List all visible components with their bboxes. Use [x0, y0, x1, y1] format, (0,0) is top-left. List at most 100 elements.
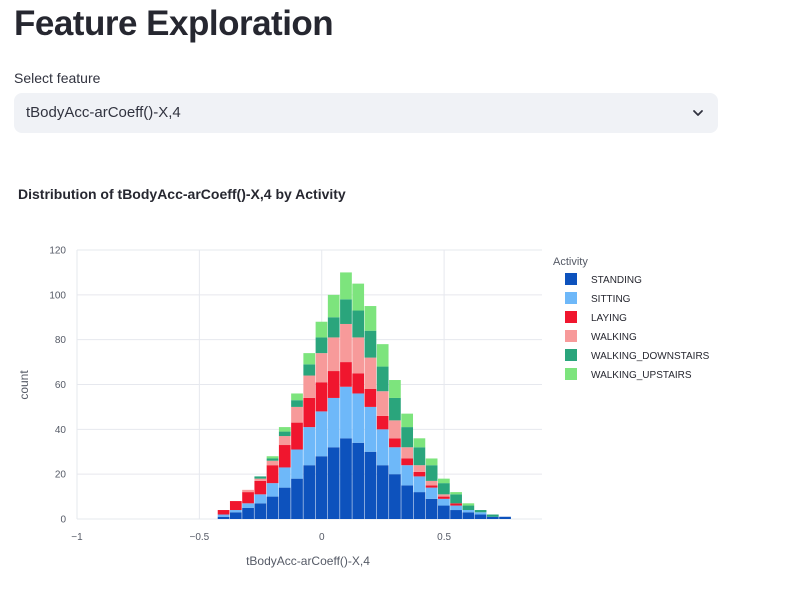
- legend-entry[interactable]: LAYING: [591, 313, 627, 324]
- bar-laying: [364, 388, 377, 407]
- y-tick-label: 120: [49, 246, 66, 257]
- bar-walking-downstairs: [413, 447, 426, 466]
- x-axis-title: tBodyAcc-arCoeff()-X,4: [246, 554, 370, 568]
- bar-walking-upstairs: [437, 478, 450, 484]
- bar-sitting: [327, 397, 340, 448]
- feature-select[interactable]: tBodyAcc-arCoeff()-X,4: [14, 93, 718, 133]
- bar-walking: [352, 337, 365, 374]
- legend-swatch: [565, 368, 577, 380]
- bar-standing: [474, 514, 487, 519]
- bar-walking-upstairs: [340, 272, 352, 300]
- bar-walking: [401, 447, 414, 459]
- bar-walking-downstairs: [291, 400, 303, 407]
- bar-walking-upstairs: [352, 283, 365, 311]
- bar-walking-downstairs: [376, 366, 389, 392]
- bar-sitting: [437, 498, 450, 506]
- legend-swatch: [565, 311, 577, 323]
- bar-sitting: [376, 429, 389, 466]
- bar-standing: [303, 465, 316, 519]
- bar-walking-downstairs: [437, 483, 450, 495]
- bar-laying: [217, 510, 230, 515]
- bar-walking-downstairs: [278, 431, 291, 437]
- bar-laying: [425, 485, 438, 488]
- bar-sitting: [401, 465, 414, 486]
- bar-standing: [229, 512, 242, 519]
- bar-laying: [413, 471, 426, 477]
- bar-walking-upstairs: [291, 393, 303, 401]
- bar-sitting: [315, 411, 328, 457]
- bar-walking-upstairs: [278, 427, 291, 432]
- bar-walking-downstairs: [352, 310, 365, 338]
- bar-standing: [315, 456, 328, 519]
- y-tick-label: 40: [55, 425, 67, 436]
- bar-sitting: [278, 467, 291, 488]
- bar-sitting: [340, 386, 352, 439]
- bar-laying: [450, 503, 462, 506]
- legend-swatch: [565, 273, 577, 285]
- bar-walking-downstairs: [450, 494, 462, 504]
- bar-sitting: [266, 483, 279, 497]
- bar-standing: [499, 516, 511, 519]
- bar-laying: [254, 480, 267, 495]
- bar-laying: [315, 382, 328, 412]
- bar-standing: [327, 447, 340, 519]
- y-tick-label: 60: [55, 380, 67, 391]
- bar-walking: [376, 391, 389, 416]
- bar-walking-downstairs: [266, 458, 279, 461]
- bar-walking-downstairs: [425, 465, 438, 481]
- bar-walking-upstairs: [376, 344, 389, 367]
- bar-standing: [364, 451, 377, 519]
- bar-standing: [242, 507, 254, 519]
- y-tick-label: 0: [60, 515, 66, 526]
- bar-walking-upstairs: [327, 294, 340, 318]
- bar-standing: [486, 516, 499, 519]
- bar-sitting: [425, 487, 438, 499]
- bar-sitting: [474, 512, 487, 515]
- bar-sitting: [291, 449, 303, 479]
- chart-legend: Activity STANDING SITTING LAYING WALKING WAL…: [553, 256, 710, 381]
- bar-laying: [340, 362, 352, 387]
- bar-standing: [217, 516, 230, 519]
- bar-walking: [364, 357, 377, 389]
- bar-walking-upstairs: [303, 353, 316, 365]
- legend-swatch: [565, 292, 577, 304]
- bar-walking-upstairs: [425, 458, 438, 466]
- chart-bars: [217, 272, 511, 519]
- bar-sitting: [303, 427, 316, 466]
- bar-walking-downstairs: [389, 397, 401, 421]
- bar-walking: [254, 478, 267, 481]
- bar-laying: [291, 422, 303, 450]
- bar-walking-downstairs: [315, 337, 328, 354]
- page-title: Feature Exploration: [14, 4, 334, 43]
- bar-walking: [303, 375, 316, 398]
- bar-laying: [229, 501, 242, 511]
- bar-standing: [376, 465, 389, 519]
- bar-walking-downstairs: [254, 476, 267, 479]
- bar-laying: [401, 458, 414, 466]
- x-tick-label: −0.5: [189, 532, 209, 543]
- bar-walking: [278, 436, 291, 446]
- legend-entry[interactable]: WALKING_DOWNSTAIRS: [591, 351, 710, 362]
- bar-walking-downstairs: [462, 505, 475, 511]
- bar-standing: [266, 496, 279, 519]
- bar-walking-upstairs: [266, 456, 279, 459]
- bar-walking: [389, 420, 401, 439]
- legend-entry[interactable]: STANDING: [591, 275, 642, 286]
- bar-walking-downstairs: [303, 364, 316, 376]
- legend-entry[interactable]: SITTING: [591, 294, 631, 305]
- bar-walking-upstairs: [389, 380, 401, 398]
- bar-walking: [437, 494, 450, 497]
- bar-laying: [376, 415, 389, 430]
- bar-standing: [340, 438, 352, 519]
- legend-swatch: [565, 349, 577, 361]
- bar-walking-downstairs: [327, 317, 340, 338]
- bar-sitting: [364, 406, 377, 452]
- legend-entry[interactable]: WALKING_UPSTAIRS: [591, 370, 692, 381]
- histogram-chart: Distribution of tBodyAcc-arCoeff()-X,4 b…: [17, 186, 710, 568]
- chevron-down-icon[interactable]: [692, 107, 704, 119]
- y-axis-title: count: [17, 370, 31, 400]
- legend-entry[interactable]: WALKING: [591, 332, 637, 343]
- bar-sitting: [254, 494, 267, 504]
- bar-walking-upstairs: [413, 438, 426, 448]
- bar-walking-downstairs: [364, 330, 377, 358]
